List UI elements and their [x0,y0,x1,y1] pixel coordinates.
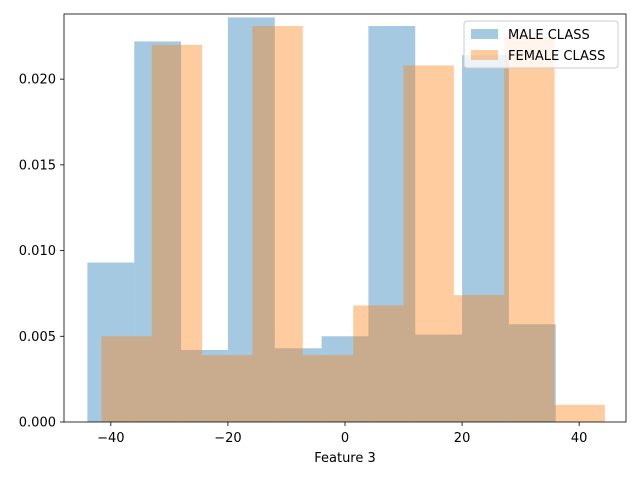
legend-item-male-class: MALE CLASS [471,28,590,43]
bar-female-class-1 [151,44,203,422]
x-tick-label: 0 [341,431,349,446]
y-tick-label: 0.010 [19,244,56,259]
bar-male-class-9 [508,324,556,422]
y-tick-label: 0.005 [19,330,56,345]
y-tick-label: 0.015 [19,158,56,173]
bar-male-class-3 [227,17,275,423]
y-tick-label: 0.000 [19,416,56,431]
bar-female-class-6 [403,65,454,422]
bar-male-class-7 [415,334,463,422]
legend-label: FEMALE CLASS [508,49,605,64]
series-female-class [101,26,605,423]
bar-male-class-2 [181,350,228,422]
x-tick-label: −40 [97,431,124,446]
x-axis: −40 −20 0 20 40 [97,422,587,446]
legend: MALE CLASS FEMALE CLASS [463,20,619,69]
x-axis-title: Feature 3 [314,451,376,466]
bar-female-class-8 [504,36,555,423]
series-male-class [87,17,556,423]
bar-female-class-3 [252,26,303,422]
legend-swatch [471,50,498,60]
bar-male-class-4 [274,348,322,422]
bar-female-class-4 [302,355,354,422]
bar-female-class-9 [554,404,605,422]
bar-female-class-0 [101,336,152,422]
x-tick-label: 40 [571,431,588,446]
legend-box [463,20,619,69]
legend-label: MALE CLASS [508,28,590,43]
bars-layer [87,17,605,423]
legend-swatch [471,29,498,39]
y-tick-label: 0.020 [19,73,56,88]
bar-male-class-5 [321,336,369,422]
legend-item-female-class: FEMALE CLASS [471,49,605,64]
bar-male-class-1 [134,41,182,423]
bar-female-class-7 [453,295,505,422]
bar-male-class-8 [462,55,509,423]
y-axis: 0.000 0.005 0.010 0.015 0.020 [19,73,64,431]
bar-male-class-6 [368,26,416,422]
bar-female-class-5 [353,305,404,422]
bar-female-class-2 [202,355,253,422]
bar-male-class-0 [87,262,135,422]
x-tick-label: −20 [214,431,241,446]
x-tick-label: 20 [454,431,471,446]
